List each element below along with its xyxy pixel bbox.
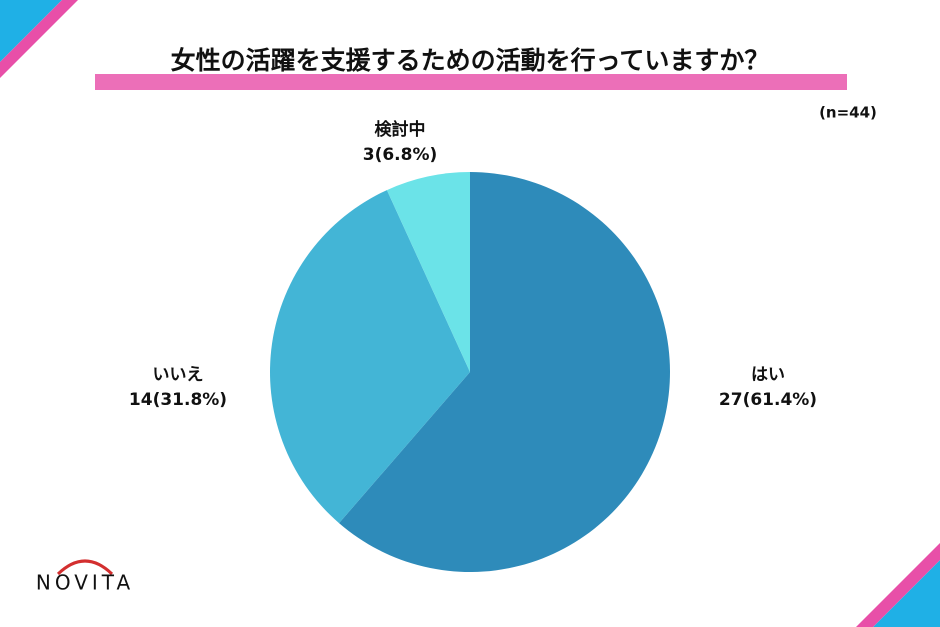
pie-slice [270, 190, 470, 524]
slice-label: はい [751, 365, 785, 385]
chart-title: 女性の活躍を支援するための活動を行っていますか？ [171, 46, 770, 75]
corner-decoration [0, 0, 78, 78]
title-underline [95, 74, 847, 90]
pie-slice [339, 172, 670, 572]
logo: NOVITA [36, 571, 134, 595]
pie-slice [386, 172, 470, 372]
value-label: 14(31.8%) [129, 390, 227, 410]
logo-arc [56, 559, 114, 576]
slice-label: いいえ [153, 365, 204, 385]
corner-decoration [856, 543, 940, 627]
slice-label: 検討中 [375, 119, 426, 140]
value-label: 27(61.4%) [719, 390, 817, 410]
value-label: 3(6.8%) [363, 145, 438, 165]
sample-size: (n=44) [819, 104, 877, 122]
